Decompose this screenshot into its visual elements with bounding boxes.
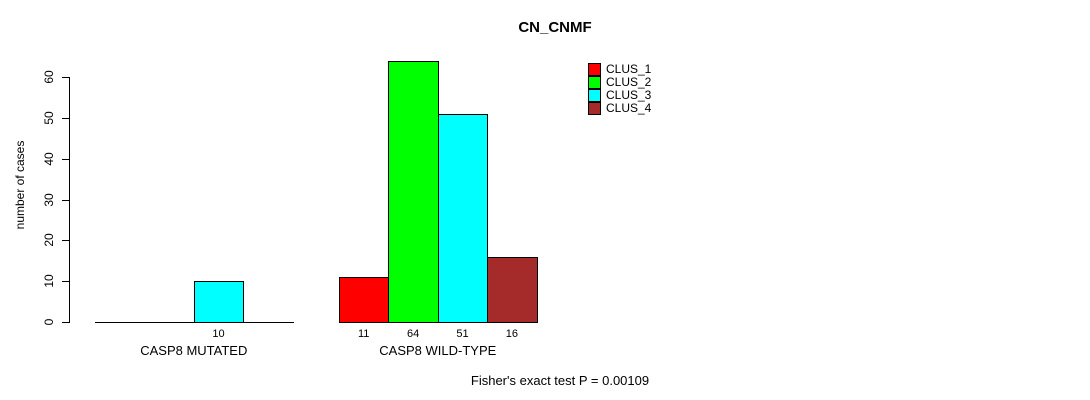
bar-clus-1-casp8-wild-type: [339, 277, 390, 323]
y-tick-label: 0: [42, 318, 56, 326]
legend-item-clus_2: CLUS_2: [588, 76, 651, 89]
y-tick-label: 60: [42, 70, 56, 84]
legend-swatch-clus_4: [588, 102, 601, 115]
legend-label: CLUS_4: [606, 101, 652, 115]
x-category-label: CASP8 MUTATED: [140, 343, 248, 358]
y-tick-label: 10: [42, 274, 56, 288]
y-tick: [62, 322, 69, 323]
y-tick-label: 20: [42, 233, 56, 248]
y-tick: [62, 199, 69, 201]
legend-label: CLUS_2: [606, 75, 652, 89]
bar-value-label: 10: [212, 328, 225, 340]
annotation-fisher-test: Fisher's exact test P = 0.00109: [470, 373, 650, 388]
bar-value-label: 16: [505, 328, 518, 340]
bar-clus-3-casp8-wild-type: [437, 113, 489, 323]
y-tick: [62, 281, 69, 283]
x-category-label: CASP8 WILD-TYPE: [379, 343, 497, 358]
bar-value-label: 11: [357, 328, 370, 340]
y-axis-label: number of cases: [13, 140, 27, 230]
legend-swatch-clus_1: [588, 63, 601, 76]
y-tick: [62, 117, 69, 119]
bar-clus-4-casp8-mutated: [243, 322, 294, 323]
y-tick-label: 40: [42, 151, 56, 166]
y-tick: [62, 158, 69, 160]
y-tick-label: 50: [42, 111, 56, 125]
legend: CLUS_1 CLUS_2 CLUS_3 CLUS_4: [588, 63, 651, 115]
bar-clus-4-casp8-wild-type: [487, 256, 538, 323]
legend-item-clus_1: CLUS_1: [588, 63, 651, 76]
legend-item-clus_3: CLUS_3: [588, 89, 651, 102]
legend-swatch-clus_2: [588, 76, 601, 89]
legend-swatch-clus_3: [588, 89, 601, 102]
y-tick-label: 30: [42, 192, 56, 207]
y-axis-line: [69, 77, 70, 323]
legend-item-clus_4: CLUS_4: [588, 102, 651, 115]
bar-clus-3-casp8-mutated: [193, 281, 245, 323]
y-tick: [62, 240, 69, 242]
bar-value-label: 64: [406, 328, 420, 340]
bar-clus-2-casp8-wild-type: [388, 60, 439, 323]
legend-label: CLUS_1: [606, 62, 652, 76]
bar-clus-1-casp8-mutated: [95, 322, 146, 323]
legend-label: CLUS_3: [606, 88, 652, 102]
bar-clus-2-casp8-mutated: [144, 322, 195, 323]
chart-title: CN_CNMF: [518, 19, 592, 36]
bar-value-label: 51: [456, 328, 469, 340]
y-tick: [62, 77, 69, 78]
